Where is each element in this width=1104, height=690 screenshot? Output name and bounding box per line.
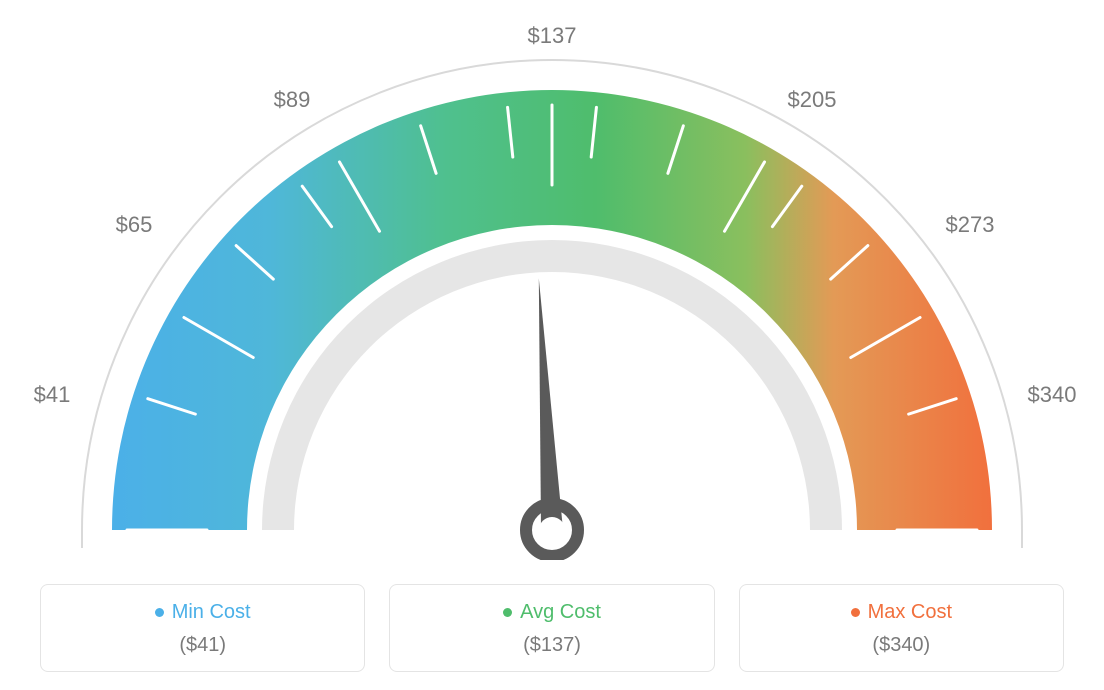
dot-icon bbox=[503, 608, 512, 617]
dot-icon bbox=[155, 608, 164, 617]
legend-avg-value: ($137) bbox=[402, 634, 701, 657]
legend-min-title: Min Cost bbox=[155, 601, 251, 624]
legend-avg-title: Avg Cost bbox=[503, 601, 601, 624]
legend-row: Min Cost ($41) Avg Cost ($137) Max Cost … bbox=[40, 584, 1064, 672]
legend-min-value: ($41) bbox=[53, 634, 352, 657]
gauge-tick-label: $65 bbox=[116, 212, 153, 238]
legend-card-max: Max Cost ($340) bbox=[739, 584, 1064, 672]
gauge-tick-label: $205 bbox=[788, 87, 837, 113]
legend-min-label: Min Cost bbox=[172, 601, 251, 624]
gauge-tick-label: $89 bbox=[274, 87, 311, 113]
legend-max-label: Max Cost bbox=[868, 601, 952, 624]
legend-avg-label: Avg Cost bbox=[520, 601, 601, 624]
gauge-tick-label: $340 bbox=[1028, 382, 1077, 408]
legend-max-value: ($340) bbox=[752, 634, 1051, 657]
gauge-svg bbox=[0, 0, 1104, 560]
dot-icon bbox=[851, 608, 860, 617]
legend-card-avg: Avg Cost ($137) bbox=[389, 584, 714, 672]
legend-card-min: Min Cost ($41) bbox=[40, 584, 365, 672]
gauge-chart: $41 $65 $89 $137 $205 $273 $340 bbox=[0, 0, 1104, 560]
gauge-tick-label: $273 bbox=[946, 212, 995, 238]
gauge-tick-label: $137 bbox=[528, 23, 577, 49]
legend-max-title: Max Cost bbox=[851, 601, 952, 624]
gauge-tick-label: $41 bbox=[34, 382, 71, 408]
